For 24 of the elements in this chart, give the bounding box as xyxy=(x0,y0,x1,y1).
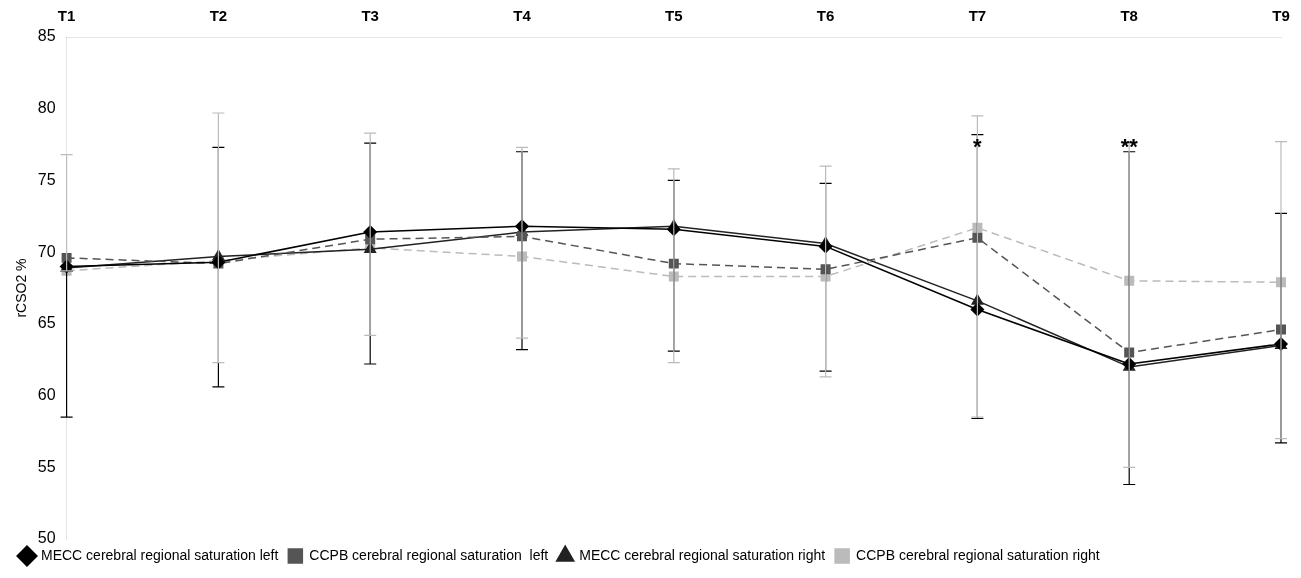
legend-label: MECC cerebral regional saturation right xyxy=(579,546,826,563)
x-tick-label: T1 xyxy=(57,7,76,25)
x-tick-label: T2 xyxy=(209,7,228,25)
y-tick-label: 65 xyxy=(37,314,56,332)
x-tick-label: T8 xyxy=(1120,7,1138,25)
y-tick-label: 75 xyxy=(37,170,56,188)
x-tick-label: T9 xyxy=(1272,7,1290,25)
y-axis-title: rCSO2 % xyxy=(13,258,30,318)
legend-label: CCPB cerebral regional saturation right xyxy=(856,546,1100,563)
legend-label: CCPB cerebral regional saturation left xyxy=(309,546,549,563)
legend-label: MECC cerebral regional saturation left xyxy=(41,546,279,563)
x-tick-label: T4 xyxy=(513,7,532,25)
y-tick-label: 55 xyxy=(37,457,56,475)
x-tick-label: T6 xyxy=(816,7,835,25)
x-tick-label: T3 xyxy=(361,7,379,25)
annotation: ** xyxy=(1120,133,1139,159)
y-tick-label: 85 xyxy=(37,27,56,45)
y-tick-label: 80 xyxy=(37,99,56,117)
y-tick-label: 70 xyxy=(37,242,56,260)
y-tick-label: 60 xyxy=(37,385,56,403)
annotation: * xyxy=(973,133,983,159)
y-tick-label: 50 xyxy=(37,529,56,547)
x-tick-label: T7 xyxy=(968,7,987,25)
x-tick-label: T5 xyxy=(665,7,683,25)
